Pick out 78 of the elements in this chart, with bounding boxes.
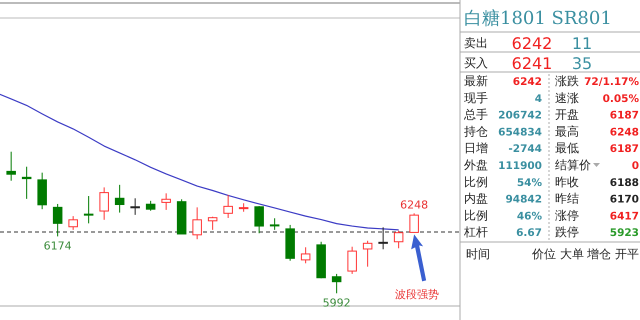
- text: 6170: [610, 194, 639, 206]
- candlestick: [22, 166, 32, 200]
- text: 比例: [464, 174, 488, 189]
- text: 6188: [610, 176, 639, 189]
- annotation: 波段强势: [395, 288, 440, 301]
- text: 0: [632, 160, 639, 172]
- text: 6242: [512, 34, 552, 53]
- text: 4: [534, 92, 542, 105]
- text: 日增: [464, 141, 488, 156]
- text: 35: [572, 54, 592, 73]
- text: 持仓: [464, 124, 488, 138]
- text: 速涨: [555, 90, 579, 105]
- text: 6.67: [516, 227, 542, 240]
- text: 昨结: [555, 192, 579, 206]
- text: 涨跌: [555, 74, 579, 88]
- text: 增仓: [586, 247, 611, 261]
- candlestick: [347, 246, 357, 274]
- candlestick: [223, 194, 233, 218]
- candlestick: [378, 226, 388, 250]
- text: 6242: [512, 76, 542, 88]
- text: 6417: [610, 210, 639, 222]
- candlestick: [394, 230, 404, 249]
- text: 11: [572, 34, 592, 53]
- text: 5923: [610, 227, 639, 240]
- text: 72/1.17%: [584, 76, 640, 88]
- annotation: 5992: [322, 296, 351, 310]
- text: 0.05%: [602, 92, 640, 105]
- text: 外盘: [464, 158, 488, 172]
- annotation: 6248: [400, 198, 428, 212]
- text: 46%: [516, 210, 542, 222]
- text: 6248: [610, 126, 639, 138]
- text: 涨停: [555, 208, 579, 222]
- candlestick: [84, 196, 94, 224]
- text: 杠杆: [463, 225, 488, 240]
- text: -2744: [508, 143, 542, 156]
- candlestick: [270, 218, 280, 230]
- text: 结算价: [555, 158, 591, 172]
- text: 6241: [512, 54, 552, 73]
- text: 昨收: [555, 174, 579, 189]
- text: 654834: [498, 126, 542, 138]
- candlestick: [52, 203, 62, 237]
- candlestick: [332, 273, 342, 294]
- text: 6187: [610, 110, 639, 122]
- text: 206742: [498, 110, 542, 122]
- text: 买入: [464, 56, 488, 70]
- text: 白糖1801 SR801: [464, 8, 612, 29]
- text: 开盘: [555, 108, 579, 122]
- candlestick: [161, 192, 171, 210]
- text: 总手: [463, 108, 488, 122]
- text: 现手: [464, 90, 488, 105]
- candlestick: [68, 216, 78, 230]
- text: 94842: [505, 194, 542, 206]
- candlestick: [146, 200, 156, 212]
- text: 跌停: [555, 225, 579, 240]
- candlestick: [6, 151, 16, 182]
- candlestick: [254, 206, 264, 234]
- text: 最低: [555, 141, 579, 156]
- text: 时间: [466, 247, 490, 261]
- candlestick: [208, 216, 218, 230]
- text: 111900: [498, 160, 542, 172]
- candlestick: [409, 212, 419, 233]
- text: 最高: [555, 124, 579, 138]
- text: 内盘: [464, 192, 488, 206]
- text: 比例: [464, 208, 488, 222]
- text: 最新: [464, 74, 488, 88]
- text: 54%: [516, 176, 542, 189]
- text: 价位: [531, 247, 556, 261]
- candlestick: [114, 184, 124, 214]
- text: 大单: [560, 247, 584, 261]
- text: 卖出: [464, 36, 488, 50]
- text: 6187: [610, 143, 639, 156]
- candlestick: [192, 206, 202, 240]
- candlestick: [362, 240, 372, 268]
- candlestick: [130, 198, 140, 216]
- text: 开平: [615, 247, 639, 261]
- annotation: 6174: [44, 239, 72, 252]
- candlestick: [300, 246, 310, 264]
- candlestick: [99, 186, 109, 220]
